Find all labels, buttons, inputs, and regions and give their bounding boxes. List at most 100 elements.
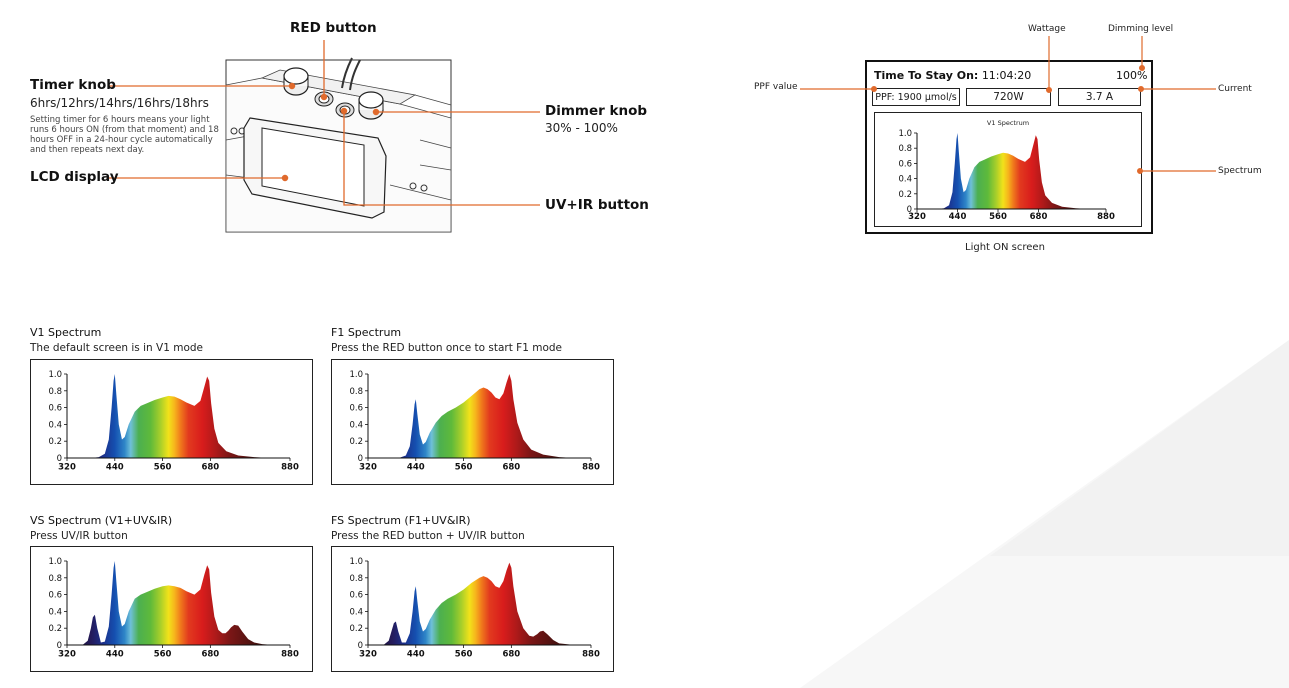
spectrum-title: F1 Spectrum — [331, 326, 402, 339]
spectrum-chart-vs: 0 0.2 0.4 0.6 0.8 1.0 320 440 560 680 880 — [48, 557, 299, 660]
y-tick-label: 1.0 — [349, 370, 363, 380]
timer-knob-icon — [283, 67, 309, 96]
x-tick-label: 560 — [455, 463, 473, 473]
chart-frame-fs: 0 0.2 0.4 0.6 0.8 1.0 320 440 560 680 880 — [331, 546, 614, 672]
y-tick-label: 0.2 — [349, 624, 363, 634]
x-tick-label: 560 — [154, 650, 172, 660]
x-tick-label: 560 — [989, 212, 1007, 222]
x-tick-label: 320 — [359, 463, 377, 473]
chart-frame-v1: 0 0.2 0.4 0.6 0.8 1.0 320 440 560 680 880 — [30, 359, 313, 485]
x-tick-label: 560 — [154, 463, 172, 473]
y-tick-label: 0.6 — [48, 404, 62, 414]
x-tick-label: 320 — [58, 650, 76, 660]
spectrum-panel-v1: V1 Spectrum The default screen is in V1 … — [30, 326, 203, 354]
time-label: Time To Stay On: — [874, 69, 979, 82]
x-tick-label: 880 — [582, 650, 600, 660]
wattage-value-box: 720W — [966, 88, 1051, 106]
spectrum-subtitle: Press UV/IR button — [30, 530, 128, 542]
dimmer-knob-title: Dimmer knob — [545, 103, 648, 119]
spectrum-subtitle: The default screen is in V1 mode — [30, 342, 204, 354]
lcd-display-label: LCD display — [30, 169, 119, 185]
wattage-top-label: Wattage — [1028, 24, 1066, 34]
y-tick-label: 0.6 — [898, 159, 912, 169]
dimming-value: 100% — [1116, 69, 1148, 82]
y-tick-label: 0.4 — [898, 175, 912, 185]
x-tick-label: 320 — [908, 212, 926, 222]
x-tick-label: 320 — [58, 463, 76, 473]
x-tick-label: 320 — [359, 650, 377, 660]
spectrum-side-label: Spectrum — [1218, 166, 1262, 176]
spectrum-subtitle: Press the RED button + UV/IR button — [331, 530, 525, 542]
time-to-stay-on: Time To Stay On: 11:04:20 — [874, 69, 1031, 82]
x-tick-label: 680 — [201, 463, 219, 473]
spectrum-subtitle: Press the RED button once to start F1 mo… — [331, 342, 563, 354]
device-callout-lines — [108, 40, 540, 206]
x-tick-label: 560 — [455, 650, 473, 660]
x-tick-label: 440 — [407, 463, 425, 473]
y-tick-label: 1.0 — [48, 557, 62, 567]
spectrum-chart-fs: 0 0.2 0.4 0.6 0.8 1.0 320 440 560 680 880 — [349, 557, 600, 660]
x-tick-label: 440 — [407, 650, 425, 660]
y-tick-label: 0 — [358, 454, 363, 464]
x-tick-label: 880 — [281, 463, 299, 473]
dimming-top-label: Dimming level — [1108, 24, 1174, 34]
y-tick-label: 0.8 — [349, 574, 363, 584]
lcd-callout-lines — [800, 36, 1216, 175]
chart-frame-vs: 0 0.2 0.4 0.6 0.8 1.0 320 440 560 680 880 — [30, 546, 313, 672]
lcd-caption: Light ON screen — [965, 242, 1045, 253]
chart-frame-f1: 0 0.2 0.4 0.6 0.8 1.0 320 440 560 680 880 — [331, 359, 614, 485]
spectrum-panel-vs: VS Spectrum (V1+UV&IR) Press UV/IR butto… — [30, 514, 172, 542]
y-tick-label: 0.4 — [349, 607, 363, 617]
spectrum-title: VS Spectrum (V1+UV&IR) — [30, 514, 173, 527]
x-tick-label: 880 — [582, 463, 600, 473]
x-tick-label: 680 — [201, 650, 219, 660]
y-tick-label: 0.6 — [349, 404, 363, 414]
y-tick-label: 1.0 — [48, 370, 62, 380]
x-tick-label: 680 — [502, 650, 520, 660]
current-value-box: 3.7 A — [1058, 88, 1141, 106]
y-tick-label: 1.0 — [349, 557, 363, 567]
y-tick-label: 0.4 — [48, 607, 62, 617]
x-tick-label: 680 — [1030, 212, 1048, 222]
dimmer-knob-range: 30% - 100% — [545, 121, 618, 135]
x-tick-label: 880 — [281, 650, 299, 660]
time-value: 11:04:20 — [981, 69, 1032, 82]
y-tick-label: 0.8 — [349, 387, 363, 397]
current-side-label: Current — [1218, 84, 1252, 94]
spectrum-title: FS Spectrum (F1+UV&IR) — [331, 514, 471, 527]
y-tick-label: 0.8 — [48, 387, 62, 397]
uv-ir-button-label: UV+IR button — [545, 197, 649, 213]
x-tick-label: 440 — [106, 463, 124, 473]
y-tick-label: 0.2 — [898, 190, 912, 200]
spectrum-area — [74, 561, 283, 645]
spectrum-area — [937, 133, 1100, 209]
y-tick-label: 0.2 — [349, 437, 363, 447]
lcd-spectrum-chart: 0 0.2 0.4 0.6 0.8 1.0 320 440 560 680 880 — [898, 129, 1115, 222]
x-tick-label: 440 — [949, 212, 967, 222]
y-tick-label: 0.2 — [48, 437, 62, 447]
ppf-value-box: PPF: 1900 µmol/s — [872, 88, 960, 106]
timer-knob-title: Timer knob — [30, 77, 116, 93]
y-tick-label: 0 — [907, 205, 912, 215]
y-tick-label: 0.2 — [48, 624, 62, 634]
x-tick-label: 440 — [106, 650, 124, 660]
y-tick-label: 0.8 — [898, 144, 912, 154]
y-tick-label: 0.4 — [48, 420, 62, 430]
x-tick-label: 880 — [1097, 212, 1115, 222]
spectrum-area — [90, 374, 283, 458]
x-tick-label: 680 — [502, 463, 520, 473]
spectrum-chart-v1: 0 0.2 0.4 0.6 0.8 1.0 320 440 560 680 880 — [48, 370, 299, 473]
y-tick-label: 0.8 — [48, 574, 62, 584]
spectrum-area — [375, 562, 584, 645]
timer-knob-options: 6hrs/12hrs/14hrs/16hrs/18hrs — [30, 96, 209, 110]
timer-knob-note: Setting timer for 6 hours means your lig… — [30, 115, 219, 155]
spectrum-panel-fs: FS Spectrum (F1+UV&IR) Press the RED but… — [331, 514, 525, 542]
y-tick-label: 0 — [57, 641, 62, 651]
ppf-side-label: PPF value — [754, 82, 798, 92]
y-tick-label: 0.6 — [48, 591, 62, 601]
y-tick-label: 0 — [57, 454, 62, 464]
spectrum-area — [391, 374, 584, 458]
y-tick-label: 0.4 — [349, 420, 363, 430]
y-tick-label: 0 — [358, 641, 363, 651]
